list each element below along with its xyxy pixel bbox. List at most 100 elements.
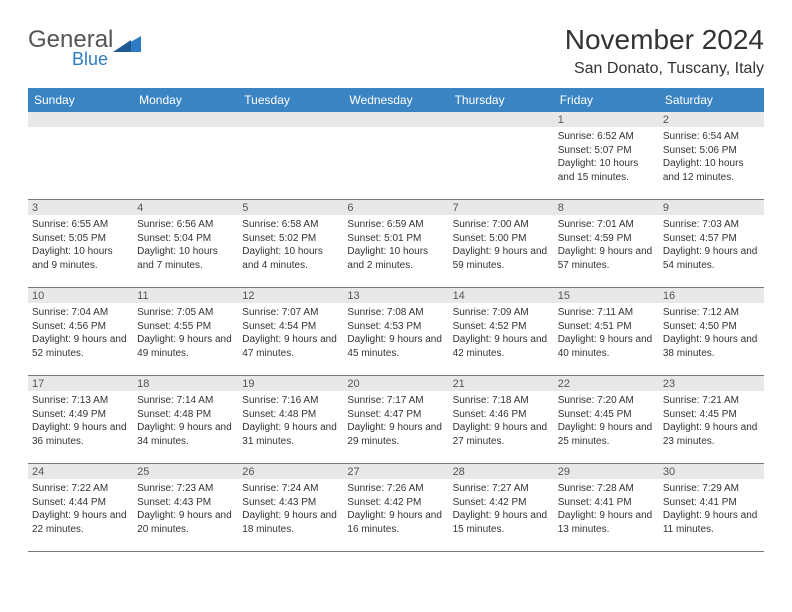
- day-number: 10: [28, 288, 133, 303]
- day-number: 7: [449, 200, 554, 215]
- day-number-row: 3456789: [28, 200, 764, 215]
- day-number-row: 24252627282930: [28, 464, 764, 479]
- daylight-text: Daylight: 9 hours and 36 minutes.: [32, 421, 129, 448]
- sunset-text: Sunset: 4:48 PM: [242, 408, 339, 422]
- header: General Blue November 2024 San Donato, T…: [28, 24, 764, 78]
- day-number: 17: [28, 376, 133, 391]
- sunset-text: Sunset: 4:42 PM: [347, 496, 444, 510]
- week-row: Sunrise: 7:04 AMSunset: 4:56 PMDaylight:…: [28, 303, 764, 376]
- day-info: Sunrise: 7:00 AMSunset: 5:00 PMDaylight:…: [453, 218, 550, 272]
- sunset-text: Sunset: 4:42 PM: [453, 496, 550, 510]
- sunrise-text: Sunrise: 7:22 AM: [32, 482, 129, 496]
- sunset-text: Sunset: 4:48 PM: [137, 408, 234, 422]
- daylight-text: Daylight: 9 hours and 45 minutes.: [347, 333, 444, 360]
- daylight-text: Daylight: 9 hours and 34 minutes.: [137, 421, 234, 448]
- week-row: Sunrise: 7:22 AMSunset: 4:44 PMDaylight:…: [28, 479, 764, 552]
- sunset-text: Sunset: 5:04 PM: [137, 232, 234, 246]
- day-info: Sunrise: 7:20 AMSunset: 4:45 PMDaylight:…: [558, 394, 655, 448]
- day-info: Sunrise: 7:17 AMSunset: 4:47 PMDaylight:…: [347, 394, 444, 448]
- daylight-text: Daylight: 9 hours and 25 minutes.: [558, 421, 655, 448]
- sunrise-text: Sunrise: 6:55 AM: [32, 218, 129, 232]
- day-info: Sunrise: 7:08 AMSunset: 4:53 PMDaylight:…: [347, 306, 444, 360]
- daylight-text: Daylight: 9 hours and 57 minutes.: [558, 245, 655, 272]
- day-info: Sunrise: 6:58 AMSunset: 5:02 PMDaylight:…: [242, 218, 339, 272]
- day-cell: Sunrise: 7:26 AMSunset: 4:42 PMDaylight:…: [343, 479, 448, 551]
- weekday-header: Monday: [133, 88, 238, 112]
- title-block: November 2024 San Donato, Tuscany, Italy: [565, 24, 764, 78]
- sunrise-text: Sunrise: 7:13 AM: [32, 394, 129, 408]
- day-number: 11: [133, 288, 238, 303]
- sunset-text: Sunset: 4:55 PM: [137, 320, 234, 334]
- sunset-text: Sunset: 5:02 PM: [242, 232, 339, 246]
- sunrise-text: Sunrise: 7:14 AM: [137, 394, 234, 408]
- daylight-text: Daylight: 9 hours and 29 minutes.: [347, 421, 444, 448]
- day-number: 19: [238, 376, 343, 391]
- day-cell: Sunrise: 7:22 AMSunset: 4:44 PMDaylight:…: [28, 479, 133, 551]
- sunset-text: Sunset: 4:49 PM: [32, 408, 129, 422]
- day-info: Sunrise: 7:09 AMSunset: 4:52 PMDaylight:…: [453, 306, 550, 360]
- weekday-header: Tuesday: [238, 88, 343, 112]
- day-info: Sunrise: 6:56 AMSunset: 5:04 PMDaylight:…: [137, 218, 234, 272]
- sunrise-text: Sunrise: 7:00 AM: [453, 218, 550, 232]
- day-number: 20: [343, 376, 448, 391]
- day-number-row: 10111213141516: [28, 288, 764, 303]
- day-info: Sunrise: 7:16 AMSunset: 4:48 PMDaylight:…: [242, 394, 339, 448]
- day-number: 4: [133, 200, 238, 215]
- daylight-text: Daylight: 9 hours and 31 minutes.: [242, 421, 339, 448]
- day-number: 24: [28, 464, 133, 479]
- daylight-text: Daylight: 9 hours and 49 minutes.: [137, 333, 234, 360]
- day-number: 27: [343, 464, 448, 479]
- day-info: Sunrise: 7:13 AMSunset: 4:49 PMDaylight:…: [32, 394, 129, 448]
- day-cell: [449, 127, 554, 199]
- day-info: Sunrise: 7:29 AMSunset: 4:41 PMDaylight:…: [663, 482, 760, 536]
- day-info: Sunrise: 7:12 AMSunset: 4:50 PMDaylight:…: [663, 306, 760, 360]
- day-cell: Sunrise: 6:58 AMSunset: 5:02 PMDaylight:…: [238, 215, 343, 287]
- daylight-text: Daylight: 9 hours and 15 minutes.: [453, 509, 550, 536]
- day-info: Sunrise: 7:03 AMSunset: 4:57 PMDaylight:…: [663, 218, 760, 272]
- day-number: [28, 112, 133, 127]
- logo-text-blue: Blue: [28, 50, 141, 68]
- day-info: Sunrise: 7:04 AMSunset: 4:56 PMDaylight:…: [32, 306, 129, 360]
- day-cell: Sunrise: 7:18 AMSunset: 4:46 PMDaylight:…: [449, 391, 554, 463]
- day-info: Sunrise: 7:24 AMSunset: 4:43 PMDaylight:…: [242, 482, 339, 536]
- day-number: 21: [449, 376, 554, 391]
- sunset-text: Sunset: 4:53 PM: [347, 320, 444, 334]
- day-cell: Sunrise: 7:11 AMSunset: 4:51 PMDaylight:…: [554, 303, 659, 375]
- sunrise-text: Sunrise: 7:20 AM: [558, 394, 655, 408]
- day-info: Sunrise: 6:59 AMSunset: 5:01 PMDaylight:…: [347, 218, 444, 272]
- day-info: Sunrise: 7:01 AMSunset: 4:59 PMDaylight:…: [558, 218, 655, 272]
- day-number: 28: [449, 464, 554, 479]
- sunrise-text: Sunrise: 7:03 AM: [663, 218, 760, 232]
- daylight-text: Daylight: 9 hours and 22 minutes.: [32, 509, 129, 536]
- sunset-text: Sunset: 4:47 PM: [347, 408, 444, 422]
- sunrise-text: Sunrise: 7:12 AM: [663, 306, 760, 320]
- day-cell: Sunrise: 7:09 AMSunset: 4:52 PMDaylight:…: [449, 303, 554, 375]
- sunrise-text: Sunrise: 7:21 AM: [663, 394, 760, 408]
- day-cell: Sunrise: 7:14 AMSunset: 4:48 PMDaylight:…: [133, 391, 238, 463]
- sunset-text: Sunset: 4:50 PM: [663, 320, 760, 334]
- sunrise-text: Sunrise: 7:18 AM: [453, 394, 550, 408]
- day-number: 29: [554, 464, 659, 479]
- sunset-text: Sunset: 4:57 PM: [663, 232, 760, 246]
- sunset-text: Sunset: 4:43 PM: [137, 496, 234, 510]
- daylight-text: Daylight: 9 hours and 59 minutes.: [453, 245, 550, 272]
- day-number: 14: [449, 288, 554, 303]
- sunset-text: Sunset: 5:05 PM: [32, 232, 129, 246]
- day-info: Sunrise: 7:21 AMSunset: 4:45 PMDaylight:…: [663, 394, 760, 448]
- day-number: 2: [659, 112, 764, 127]
- day-number: 3: [28, 200, 133, 215]
- day-cell: Sunrise: 6:56 AMSunset: 5:04 PMDaylight:…: [133, 215, 238, 287]
- sunrise-text: Sunrise: 7:01 AM: [558, 218, 655, 232]
- day-cell: Sunrise: 7:16 AMSunset: 4:48 PMDaylight:…: [238, 391, 343, 463]
- sunrise-text: Sunrise: 7:11 AM: [558, 306, 655, 320]
- daylight-text: Daylight: 9 hours and 16 minutes.: [347, 509, 444, 536]
- sunset-text: Sunset: 4:56 PM: [32, 320, 129, 334]
- logo-triangle-icon: [113, 30, 141, 52]
- day-number: 16: [659, 288, 764, 303]
- day-number: 6: [343, 200, 448, 215]
- sunset-text: Sunset: 4:59 PM: [558, 232, 655, 246]
- day-info: Sunrise: 7:26 AMSunset: 4:42 PMDaylight:…: [347, 482, 444, 536]
- daylight-text: Daylight: 9 hours and 40 minutes.: [558, 333, 655, 360]
- week-row: Sunrise: 6:52 AMSunset: 5:07 PMDaylight:…: [28, 127, 764, 200]
- sunset-text: Sunset: 5:06 PM: [663, 144, 760, 158]
